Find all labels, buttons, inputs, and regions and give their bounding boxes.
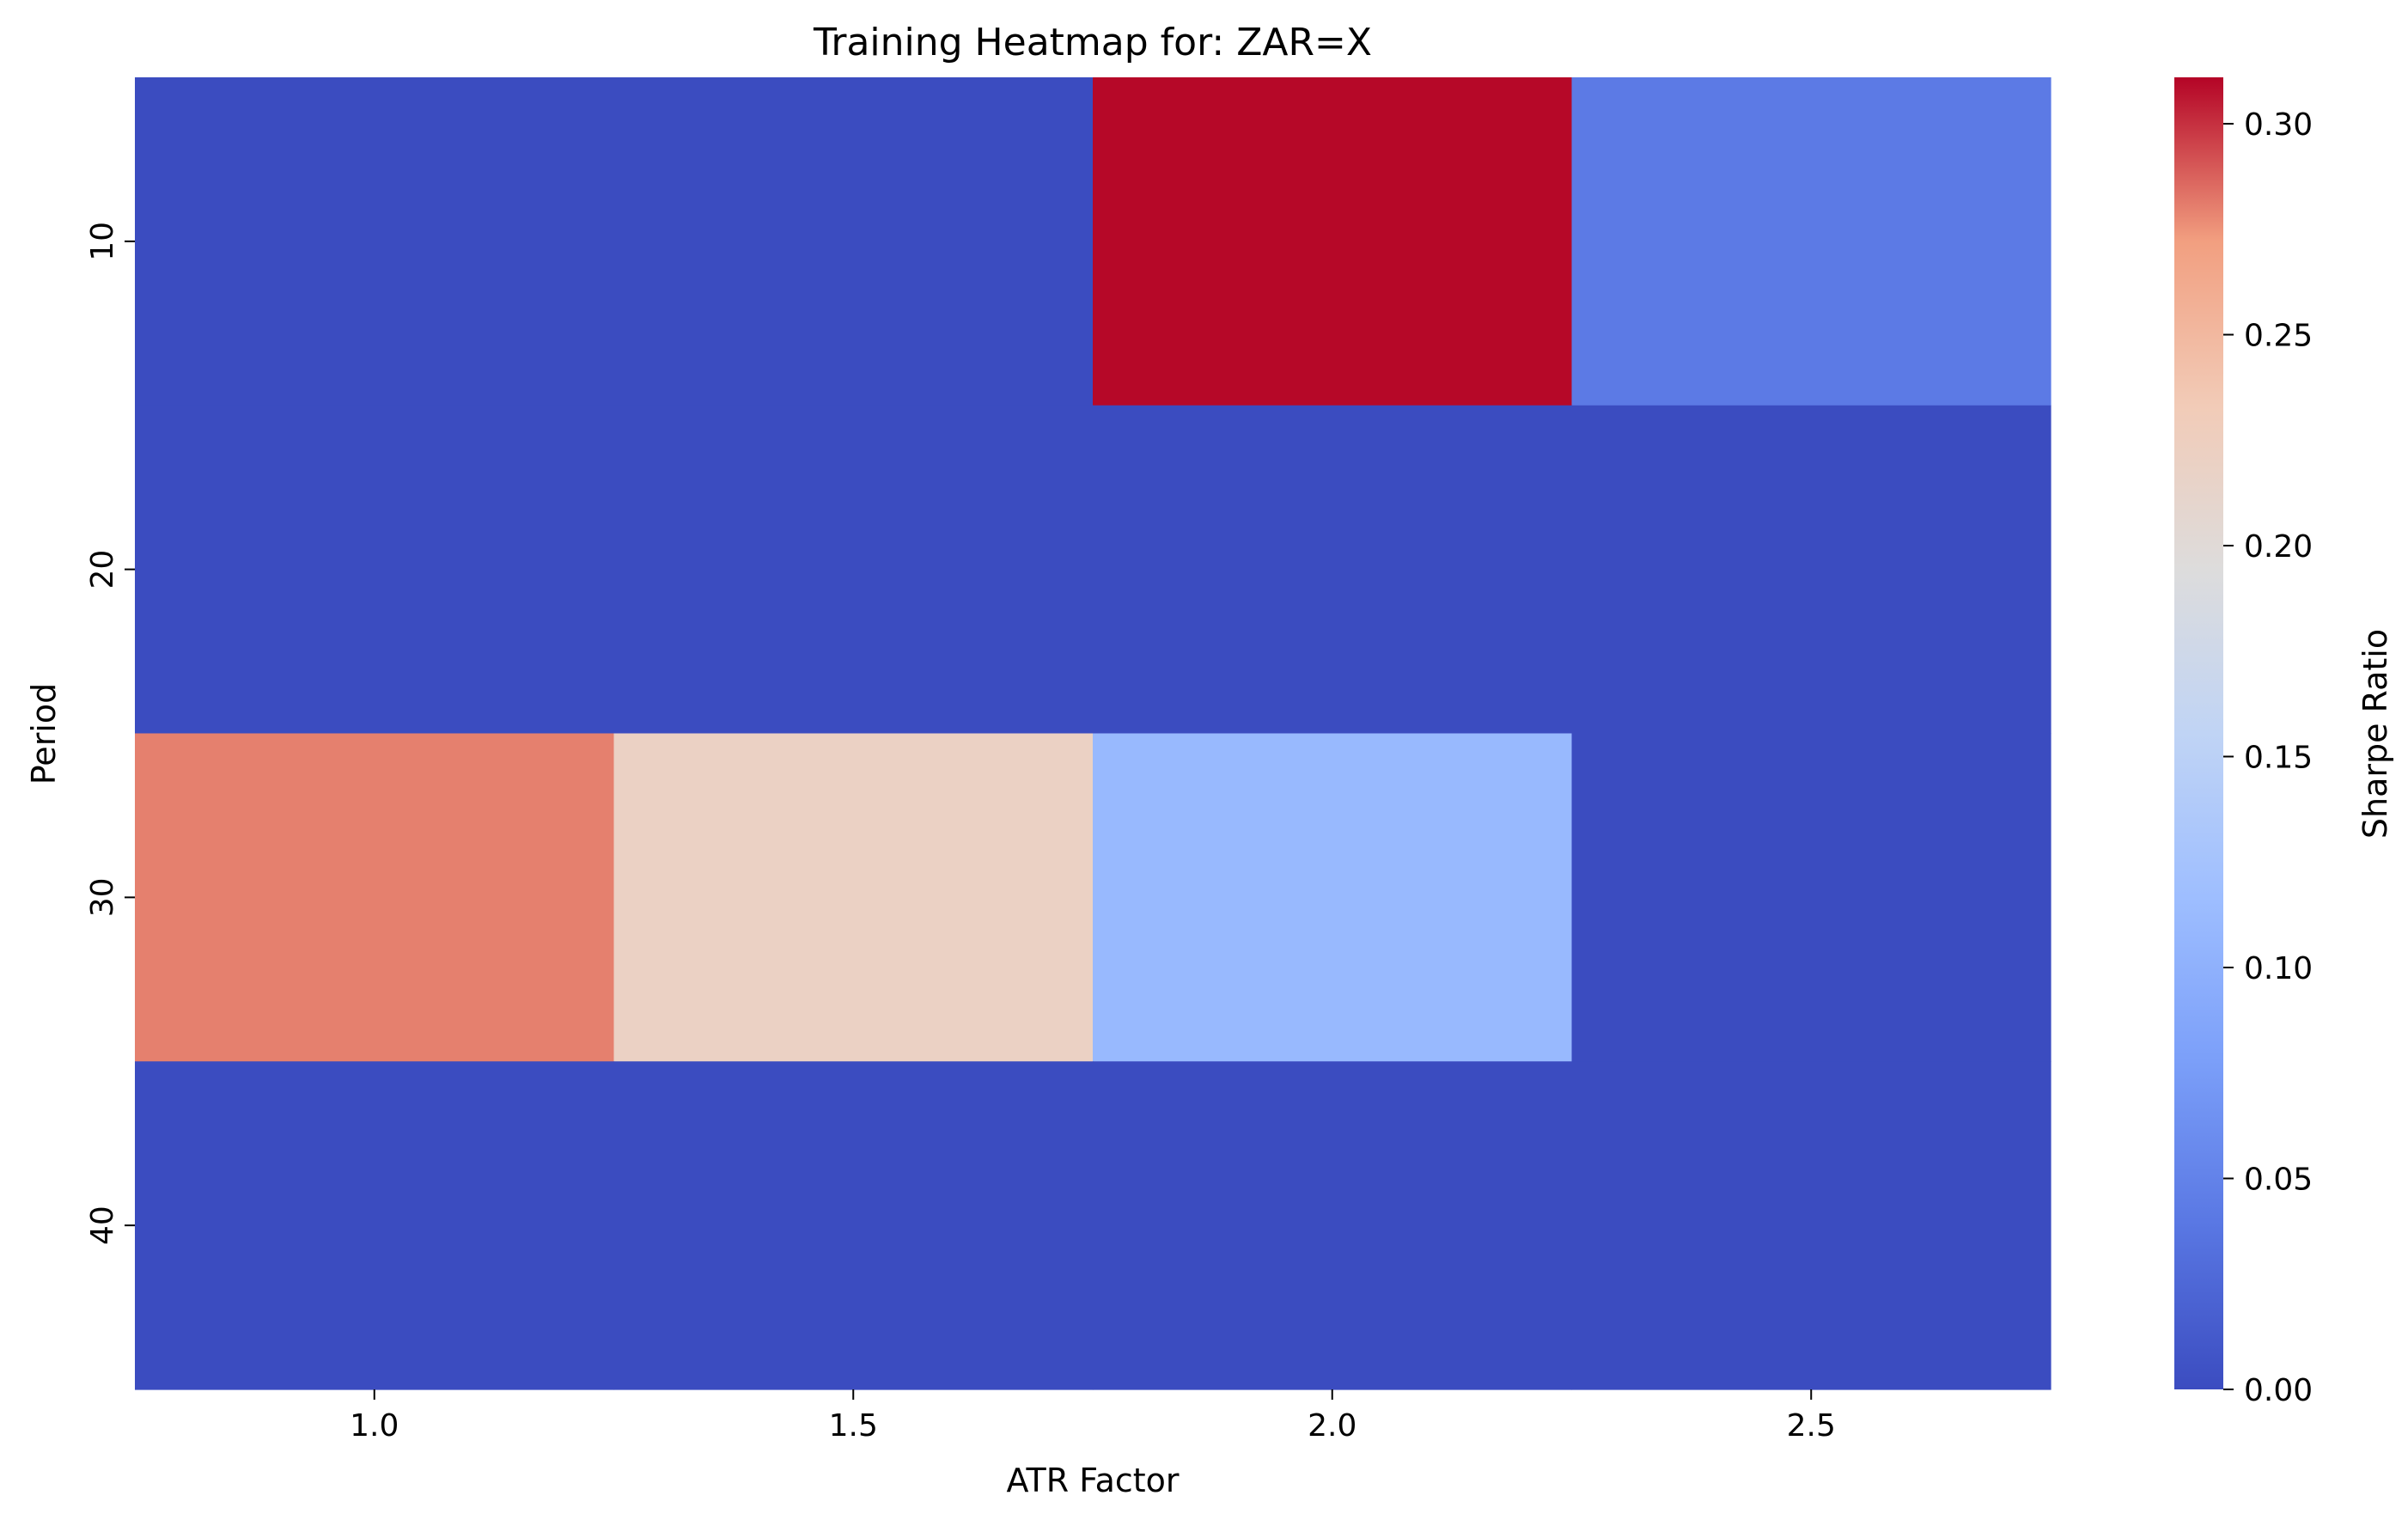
x-tick-label: 2.0 bbox=[1308, 1408, 1356, 1444]
colorbar-label: Sharpe Ratio bbox=[2356, 629, 2394, 839]
heatmap-cell bbox=[135, 1061, 615, 1390]
heatmap-cell bbox=[135, 733, 615, 1062]
colorbar-tick-label: 0.30 bbox=[2244, 107, 2313, 143]
x-tick-label: 2.5 bbox=[1787, 1408, 1836, 1444]
heatmap-cell bbox=[1093, 77, 1573, 406]
y-tick-label: 20 bbox=[85, 550, 120, 589]
colorbar-tick-label: 0.10 bbox=[2244, 951, 2313, 986]
heatmap-cell bbox=[1093, 1061, 1573, 1390]
heatmap-cell bbox=[1571, 733, 2051, 1062]
x-tick-label: 1.5 bbox=[829, 1408, 878, 1444]
heatmap-cell bbox=[1571, 1061, 2051, 1390]
colorbar-tick-label: 0.05 bbox=[2244, 1163, 2313, 1198]
colorbar-tick-label: 0.25 bbox=[2244, 319, 2313, 354]
heatmap-cell bbox=[135, 405, 615, 735]
heatmap-cell bbox=[613, 1061, 1094, 1390]
x-axis-ticks: 1.0 1.5 2.0 2.5 bbox=[350, 1389, 1836, 1444]
y-tick-label: 10 bbox=[85, 222, 120, 261]
colorbar-tick-label: 0.00 bbox=[2244, 1373, 2313, 1408]
heatmap-cell bbox=[135, 77, 615, 406]
heatmap-cell bbox=[613, 77, 1094, 406]
y-tick-label: 30 bbox=[85, 877, 120, 917]
y-axis-label: Period bbox=[25, 683, 63, 785]
x-axis-label: ATR Factor bbox=[1006, 1462, 1179, 1499]
x-tick-label: 1.0 bbox=[350, 1408, 399, 1444]
y-axis-ticks: 10 20 30 40 bbox=[85, 222, 135, 1245]
y-tick-label: 40 bbox=[85, 1206, 120, 1245]
colorbar-tick-label: 0.20 bbox=[2244, 529, 2313, 565]
colorbar-ticks: 0.00 0.05 0.10 0.15 0.20 0.25 0.30 bbox=[2223, 107, 2313, 1408]
heatmap-cell bbox=[613, 733, 1094, 1062]
heatmap-cell bbox=[613, 405, 1094, 735]
heatmap-cell bbox=[1571, 405, 2051, 735]
heatmap-cell bbox=[1093, 405, 1573, 735]
colorbar-tick-label: 0.15 bbox=[2244, 741, 2313, 776]
colorbar bbox=[2174, 77, 2223, 1389]
heatmap-cells bbox=[135, 77, 2051, 1390]
chart-title: Training Heatmap for: ZAR=X bbox=[813, 21, 1372, 64]
heatmap-cell bbox=[1093, 733, 1573, 1062]
heatmap-cell bbox=[1571, 77, 2051, 406]
